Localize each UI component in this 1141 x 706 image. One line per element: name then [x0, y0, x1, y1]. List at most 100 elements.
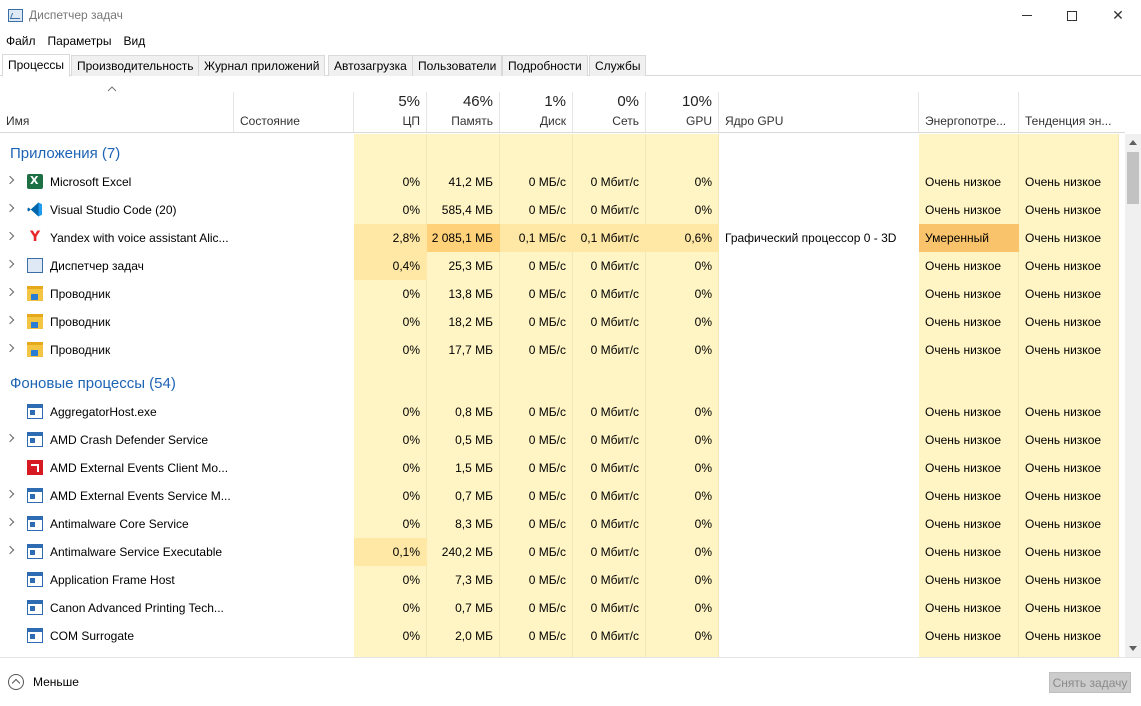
- cpu-column-heat: [354, 134, 427, 657]
- process-name: Диспетчер задач: [50, 259, 144, 273]
- process-row[interactable]: Диспетчер задач 0,4% 25,3 МБ 0 МБ/с 0 Мбит/с…: [0, 252, 1125, 280]
- process-row[interactable]: AMD Crash Defender Service 0% 0,5 МБ 0 МБ/с…: [0, 426, 1125, 454]
- power-trend-cell: Очень низкое: [1025, 461, 1102, 475]
- disk-cell: 0 МБ/с: [528, 175, 566, 189]
- column-gpu-engine[interactable]: Ядро GPU: [719, 92, 919, 132]
- group-header[interactable]: Приложения (7): [0, 134, 1125, 168]
- process-row[interactable]: COM Surrogate 0% 2,0 МБ 0 МБ/с 0 Мбит/с 0% Оче…: [0, 622, 1125, 650]
- power-trend-cell: Очень низкое: [1025, 203, 1102, 217]
- column-name[interactable]: Имя: [0, 92, 234, 132]
- column-network[interactable]: 0% Сеть: [573, 92, 646, 132]
- power-usage-cell: Умеренный: [925, 231, 989, 245]
- column-power-usage[interactable]: Энергопотре...: [919, 92, 1019, 132]
- column-memory[interactable]: 46% Память: [427, 92, 500, 132]
- scroll-down-icon[interactable]: [1129, 646, 1137, 651]
- memory-cell: 0,5 МБ: [455, 433, 493, 447]
- minimize-button[interactable]: [1004, 0, 1050, 31]
- scroll-thumb[interactable]: [1127, 152, 1139, 204]
- process-name: Antimalware Core Service: [50, 517, 189, 531]
- network-cell: 0 Мбит/с: [590, 601, 639, 615]
- process-row[interactable]: Yandex with voice assistant Alic... 2,8% 2…: [0, 224, 1125, 252]
- process-row[interactable]: Application Frame Host 0% 7,3 МБ 0 МБ/с 0 Мб…: [0, 566, 1125, 594]
- column-gpu[interactable]: 10% GPU: [646, 92, 719, 132]
- minimize-icon: [1022, 15, 1032, 16]
- column-cpu[interactable]: 5% ЦП: [354, 92, 427, 132]
- chevron-right-icon[interactable]: [5, 287, 15, 297]
- power-usage-cell: Очень низкое: [925, 433, 1002, 447]
- cpu-cell: 0%: [402, 343, 420, 357]
- chevron-right-icon[interactable]: [5, 259, 15, 269]
- cpu-cell: 0%: [402, 573, 420, 587]
- column-cpu-label: ЦП: [402, 114, 420, 128]
- scroll-up-icon[interactable]: [1129, 140, 1137, 145]
- tab-users[interactable]: Пользователи: [412, 55, 503, 76]
- disk-cell: 0 МБ/с: [528, 203, 566, 217]
- chevron-right-icon[interactable]: [5, 489, 15, 499]
- task-manager-icon: [8, 9, 23, 22]
- power-usage-cell: Очень низкое: [925, 545, 1002, 559]
- close-button[interactable]: ✕: [1095, 0, 1141, 31]
- chevron-right-icon[interactable]: [5, 517, 15, 527]
- power-trend-cell: Очень низкое: [1025, 433, 1102, 447]
- disk-cell: 0 МБ/с: [528, 573, 566, 587]
- process-row[interactable]: Проводник 0% 18,2 МБ 0 МБ/с 0 Мбит/с 0% Очень …: [0, 308, 1125, 336]
- process-row[interactable]: AggregatorHost.exe 0% 0,8 МБ 0 МБ/с 0 Мбит/с…: [0, 398, 1125, 426]
- memory-cell: 17,7 МБ: [448, 343, 493, 357]
- process-row[interactable]: Проводник 0% 17,7 МБ 0 МБ/с 0 Мбит/с 0% Очень …: [0, 336, 1125, 364]
- tab-bar: Процессы Производительность Журнал прило…: [0, 54, 1141, 77]
- column-disk[interactable]: 1% Диск: [500, 92, 573, 132]
- process-row[interactable]: Visual Studio Code (20) 0% 585,4 МБ 0 МБ/с 0…: [0, 196, 1125, 224]
- chevron-right-icon[interactable]: [5, 231, 15, 241]
- chevron-right-icon[interactable]: [5, 433, 15, 443]
- chevron-right-icon[interactable]: [5, 175, 15, 185]
- fewer-details-link[interactable]: Меньше: [33, 675, 79, 689]
- end-task-button[interactable]: Снять задачу: [1049, 672, 1131, 693]
- disk-cell: 0 МБ/с: [528, 315, 566, 329]
- tab-services[interactable]: Службы: [589, 55, 647, 76]
- service-icon: [27, 600, 43, 615]
- chevron-right-icon[interactable]: [5, 203, 15, 213]
- process-row[interactable]: Проводник 0% 13,8 МБ 0 МБ/с 0 Мбит/с 0% Очень …: [0, 280, 1125, 308]
- disk-cell: 0 МБ/с: [528, 545, 566, 559]
- process-row[interactable]: Canon Advanced Printing Tech... 0% 0,7 МБ 0…: [0, 594, 1125, 622]
- maximize-button[interactable]: [1049, 0, 1095, 31]
- menu-file[interactable]: Файл: [6, 34, 36, 48]
- collapse-icon[interactable]: [8, 674, 24, 690]
- process-row[interactable]: AMD External Events Client Mo... 0% 1,5 МБ…: [0, 454, 1125, 482]
- maximize-icon: [1067, 10, 1077, 21]
- chevron-right-icon[interactable]: [5, 315, 15, 325]
- memory-cell: 0,7 МБ: [455, 489, 493, 503]
- cpu-cell: 0%: [402, 315, 420, 329]
- explorer-icon: [27, 314, 43, 329]
- footer: Меньше Снять задачу: [0, 657, 1141, 706]
- service-icon: [27, 628, 43, 643]
- column-power-trend-label: Тенденция эн...: [1025, 114, 1112, 128]
- process-row[interactable]: Antimalware Core Service 0% 8,3 МБ 0 МБ/с 0 …: [0, 510, 1125, 538]
- gpu-cell: 0%: [694, 489, 712, 503]
- tab-app-history[interactable]: Журнал приложений: [198, 55, 326, 76]
- tab-startup[interactable]: Автозагрузка: [328, 55, 413, 76]
- column-disk-label: Диск: [539, 114, 566, 128]
- tab-performance[interactable]: Производительность: [71, 55, 200, 76]
- vertical-scrollbar[interactable]: [1125, 134, 1141, 657]
- process-row[interactable]: AMD External Events Service M... 0% 0,7 МБ…: [0, 482, 1125, 510]
- power-column-heat: [919, 134, 1019, 657]
- menu-view[interactable]: Вид: [123, 34, 146, 48]
- tab-processes[interactable]: Процессы: [2, 54, 71, 77]
- tab-details[interactable]: Подробности: [502, 55, 588, 76]
- column-power-trend[interactable]: Тенденция эн...: [1019, 92, 1119, 132]
- power-trend-column-heat: [1019, 134, 1119, 657]
- process-row[interactable]: Microsoft Excel 0% 41,2 МБ 0 МБ/с 0 Мбит/с 0%…: [0, 168, 1125, 196]
- chevron-right-icon[interactable]: [5, 545, 15, 555]
- cpu-cell: 0%: [402, 601, 420, 615]
- menu-options[interactable]: Параметры: [47, 34, 112, 48]
- chevron-right-icon[interactable]: [5, 343, 15, 353]
- power-trend-cell: Очень низкое: [1025, 405, 1102, 419]
- memory-cell: 0,7 МБ: [455, 601, 493, 615]
- group-header[interactable]: Фоновые процессы (54): [0, 364, 1125, 398]
- process-row[interactable]: Antimalware Service Executable 0,1% 240,2 …: [0, 538, 1125, 566]
- column-status[interactable]: Состояние: [234, 92, 354, 132]
- disk-cell: 0 МБ/с: [528, 601, 566, 615]
- network-cell: 0 Мбит/с: [590, 287, 639, 301]
- disk-total: 1%: [544, 93, 566, 110]
